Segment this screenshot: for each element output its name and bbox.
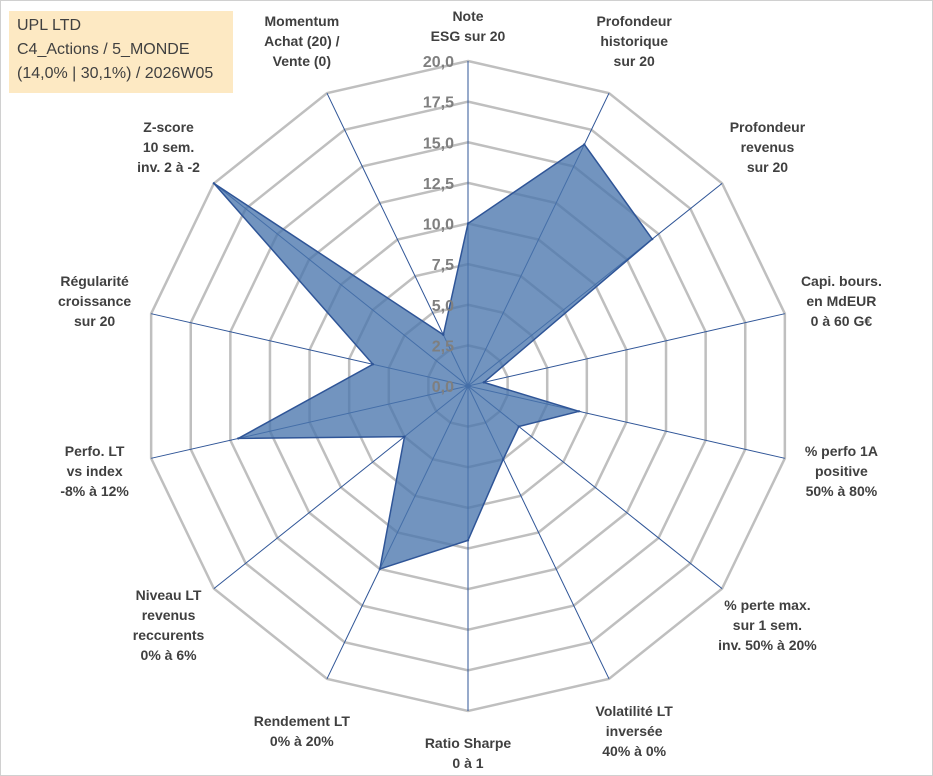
data-point-4: [577, 410, 581, 413]
axis-label-2-line-0: Profondeur: [730, 119, 806, 135]
axis-label-4-line-2: 50% à 80%: [806, 483, 878, 499]
axis-label-13: Momentum Achat (20) / Vente (0): [264, 13, 340, 69]
axis-label-8-line-1: 0% à 20%: [270, 733, 334, 749]
axis-label-4-line-1: positive: [815, 463, 868, 479]
axis-label-5: % perte max. sur 1 sem. inv. 50% à 20%: [718, 597, 817, 653]
axis-label-6: Volatilité LT inversée 40% à 0%: [596, 703, 674, 759]
axis-label-7-line-0: Ratio Sharpe: [425, 735, 512, 751]
axis-label-11: Régularité croissance sur 20: [58, 273, 131, 329]
axis-label-6-line-2: 40% à 0%: [602, 743, 666, 759]
tick-label-2: 5,0: [432, 298, 454, 315]
axis-label-1-line-1: historique: [600, 33, 668, 49]
axis-label-8: Rendement LT 0% à 20%: [254, 713, 351, 749]
info-box: UPL LTD C4_Actions / 5_MONDE (14,0% | 30…: [9, 11, 233, 93]
axis-label-6-line-0: Volatilité LT: [596, 703, 674, 719]
data-point-9: [403, 435, 406, 438]
info-stats-week: (14,0% | 30,1%) / 2026W05: [17, 65, 214, 82]
tick-label-4: 10,0: [423, 217, 454, 234]
axis-label-9-line-2: reccurents: [133, 627, 205, 643]
data-point-5: [517, 425, 521, 428]
axis-label-0-line-0: Note: [452, 8, 483, 24]
axis-label-11-line-1: croissance: [58, 293, 131, 309]
axis-label-3-line-1: en MdEUR: [806, 293, 876, 309]
axis-label-10-line-0: Perfo. LT: [65, 443, 125, 459]
axis-label-1-line-2: sur 20: [614, 53, 655, 69]
info-company-name: UPL LTD: [17, 17, 82, 34]
data-point-0: [466, 222, 470, 225]
axis-label-2-line-1: revenus: [741, 139, 795, 155]
data-point-11: [371, 363, 375, 366]
radar-series: [212, 143, 654, 571]
axis-label-0: Note ESG sur 20: [431, 8, 506, 44]
axis-label-9-line-0: Niveau LT: [136, 587, 202, 603]
tick-label-8: 20,0: [423, 54, 454, 71]
axis-label-1-line-0: Profondeur: [596, 13, 672, 29]
axis-label-1: Profondeur historique sur 20: [596, 13, 672, 69]
axis-label-13-line-0: Momentum: [264, 13, 339, 29]
axis-label-3-line-2: 0 à 60 G€: [811, 313, 873, 329]
data-point-7: [466, 539, 470, 542]
data-point-12: [212, 182, 216, 185]
axis-label-10-line-1: vs index: [67, 463, 123, 479]
axis-label-12-line-1: 10 sem.: [143, 139, 194, 155]
data-point-2: [651, 237, 654, 241]
axis-label-11-line-0: Régularité: [60, 273, 129, 289]
axis-label-3: Capi. bours. en MdEUR 0 à 60 G€: [801, 273, 882, 329]
radar-axis-labels: Note ESG sur 20 Profondeur historique sur 20…: [58, 8, 882, 771]
axis-label-7-line-1: 0 à 1: [452, 755, 483, 771]
axis-label-10-line-2: -8% à 12%: [60, 483, 129, 499]
axis-label-0-line-1: ESG sur 20: [431, 28, 506, 44]
tick-label-7: 17,5: [423, 95, 454, 112]
axis-label-9-line-3: 0% à 6%: [141, 647, 198, 663]
axis-label-9: Niveau LT revenus reccurents 0% à 6%: [133, 587, 205, 663]
axis-label-12-line-2: inv. 2 à -2: [137, 159, 200, 175]
axis-label-3-line-0: Capi. bours.: [801, 273, 882, 289]
axis-label-5-line-0: % perte max.: [724, 597, 810, 613]
data-point-1: [583, 143, 586, 146]
data-point-13: [442, 333, 445, 336]
tick-label-1: 2,5: [432, 338, 454, 355]
axis-label-5-line-1: sur 1 sem.: [733, 617, 802, 633]
data-point-10: [237, 437, 240, 440]
axis-label-2: Profondeur revenus sur 20: [730, 119, 806, 175]
tick-label-6: 15,0: [423, 135, 454, 152]
tick-label-3: 7,5: [432, 257, 454, 274]
axis-label-10: Perfo. LT vs index -8% à 12%: [60, 443, 129, 499]
data-point-8: [378, 567, 382, 571]
axis-label-2-line-2: sur 20: [747, 159, 788, 175]
data-point-6: [502, 458, 505, 461]
info-category: C4_Actions / 5_MONDE: [17, 41, 190, 58]
axis-label-4: % perfo 1A positive 50% à 80%: [805, 443, 878, 499]
axis-label-4-line-0: % perfo 1A: [805, 443, 878, 459]
axis-label-8-line-0: Rendement LT: [254, 713, 351, 729]
axis-label-11-line-2: sur 20: [74, 313, 115, 329]
radar-tick-labels: 0,0 2,5 5,0 7,5 10,0 12,5 15,0 17,5 20,0: [423, 54, 454, 396]
axis-label-9-line-1: revenus: [142, 607, 196, 623]
axis-label-7: Ratio Sharpe 0 à 1: [425, 735, 512, 771]
tick-label-5: 12,5: [423, 176, 454, 193]
data-point-3: [482, 381, 486, 384]
tick-label-0: 0,0: [432, 379, 454, 396]
axis-label-5-line-2: inv. 50% à 20%: [718, 637, 817, 653]
axis-label-12-line-0: Z-score: [143, 119, 194, 135]
axis-label-6-line-1: inversée: [606, 723, 663, 739]
spoke-3: [467, 313, 785, 387]
axis-label-13-line-1: Achat (20) /: [264, 33, 340, 49]
axis-label-12: Z-score 10 sem. inv. 2 à -2: [137, 119, 200, 175]
axis-label-13-line-2: Vente (0): [273, 53, 331, 69]
